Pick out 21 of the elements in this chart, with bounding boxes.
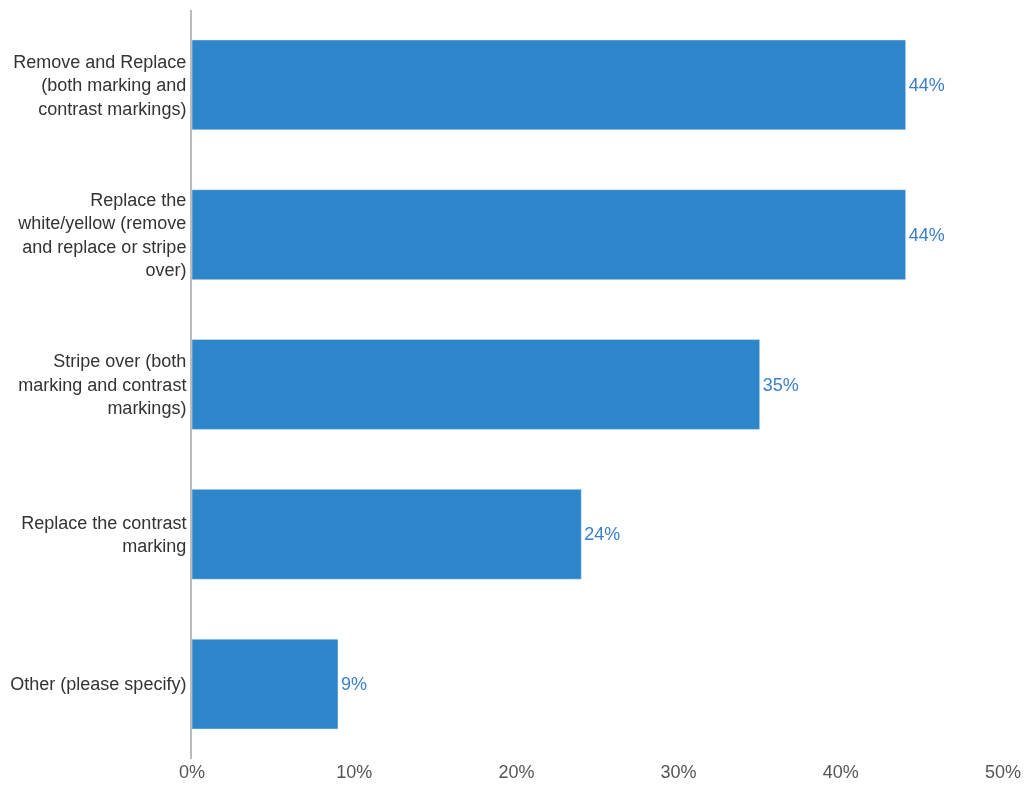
y-tick-label: Stripe over (both marking and contrast markings) bbox=[18, 351, 187, 419]
y-tick-label: Replace the white/yellow (remove and replace or stripe over) bbox=[17, 189, 187, 281]
x-tick-label: 50% bbox=[984, 762, 1022, 782]
data-label: 44% bbox=[908, 224, 945, 245]
y-tick-label: Remove and Replace (both marking and contrast markings) bbox=[13, 51, 187, 119]
data-label: 24% bbox=[584, 524, 621, 545]
data-label: 44% bbox=[908, 74, 945, 95]
x-tick-label: 40% bbox=[822, 762, 859, 782]
bar bbox=[192, 189, 906, 280]
bar bbox=[192, 489, 582, 580]
data-label: 9% bbox=[340, 674, 367, 695]
data-label: 35% bbox=[762, 374, 799, 395]
x-tick-label: 10% bbox=[336, 762, 373, 782]
x-tick-label: 20% bbox=[498, 762, 535, 782]
x-tick-label: 30% bbox=[660, 762, 697, 782]
bar bbox=[192, 339, 760, 430]
bar bbox=[192, 638, 339, 730]
y-tick-label: Replace the contrast marking bbox=[21, 512, 187, 557]
x-tick-label: 0% bbox=[178, 762, 206, 782]
bar bbox=[192, 39, 906, 131]
y-tick-label: Other (please specify) bbox=[10, 674, 187, 695]
